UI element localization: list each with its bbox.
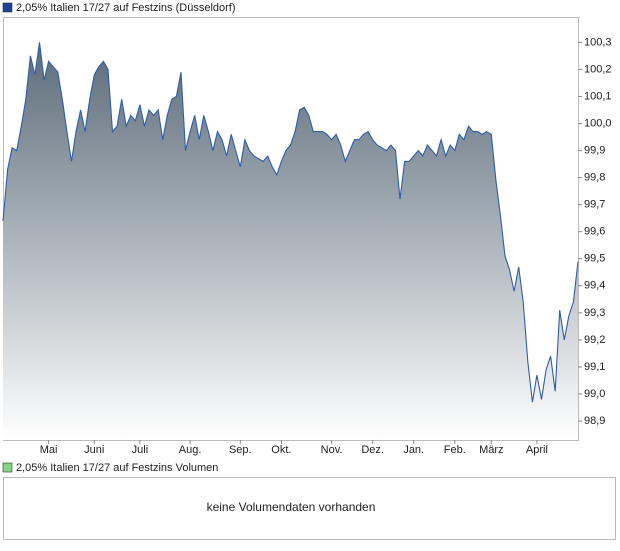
- volume-message: keine Volumendaten vorhanden: [207, 500, 376, 514]
- y-tick-label: 99,9: [584, 144, 605, 156]
- y-tick-label: 99,6: [584, 226, 605, 238]
- legend-swatch: [2, 462, 13, 473]
- y-tick-label: 99,0: [584, 388, 605, 400]
- x-tick-label: Mai: [40, 444, 58, 456]
- y-tick-label: 98,9: [584, 415, 605, 427]
- y-tick-label: 100,0: [584, 117, 612, 129]
- x-tick-label: Feb.: [444, 444, 466, 456]
- x-tick-label: Juli: [132, 444, 149, 456]
- y-tick-label: 99,2: [584, 334, 605, 346]
- y-tick-label: 100,1: [584, 90, 612, 102]
- x-tick-label: Sep.: [229, 444, 252, 456]
- y-tick-label: 99,5: [584, 253, 605, 265]
- x-tick-label: Nov.: [321, 444, 343, 456]
- y-tick-label: 99,1: [584, 361, 605, 373]
- x-tick-label: Dez.: [361, 444, 384, 456]
- area-fill: [3, 42, 578, 441]
- x-tick-label: Jan.: [403, 444, 424, 456]
- y-tick-label: 99,3: [584, 307, 605, 319]
- volume-title: 2,05% Italien 17/27 auf Festzins Volumen: [16, 462, 218, 474]
- y-tick-label: 99,8: [584, 172, 605, 184]
- x-tick-label: März: [479, 444, 503, 456]
- x-tick-label: Okt.: [271, 444, 291, 456]
- y-tick-label: 99,4: [584, 280, 605, 292]
- y-tick-label: 100,2: [584, 63, 612, 75]
- x-tick-label: Aug.: [179, 444, 202, 456]
- x-tick-label: Juni: [84, 444, 104, 456]
- price-line: [2, 42, 579, 403]
- chart-title: 2,05% Italien 17/27 auf Festzins (Düssel…: [16, 2, 236, 14]
- volume-frame: [3, 477, 616, 540]
- y-tick-label: 100,3: [584, 36, 612, 48]
- legend-swatch: [2, 2, 13, 13]
- x-tick-label: April: [526, 444, 548, 456]
- y-tick-label: 99,7: [584, 199, 605, 211]
